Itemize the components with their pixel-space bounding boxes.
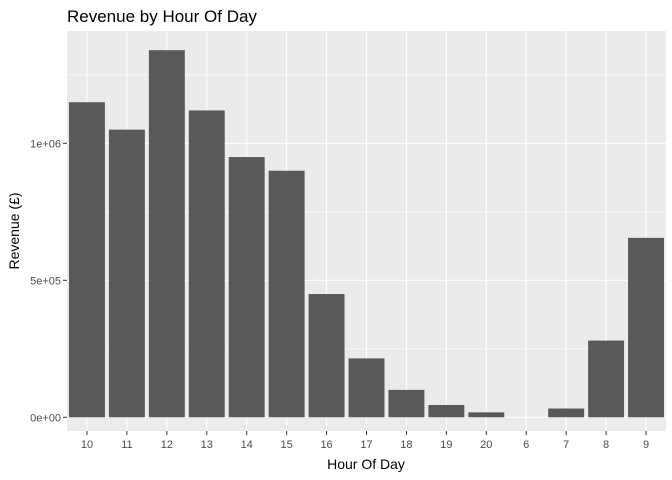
bar-18 <box>388 389 425 418</box>
y-tick-label: 0e+00 <box>30 412 61 424</box>
x-axis-title: Hour Of Day <box>327 456 405 472</box>
x-tick-label: 13 <box>201 439 213 451</box>
y-axis-title: Revenue (£) <box>6 192 22 269</box>
x-tick-label: 12 <box>161 439 173 451</box>
bar-11 <box>108 129 145 418</box>
x-tick-label: 7 <box>563 439 569 451</box>
x-tick-label: 6 <box>523 439 529 451</box>
x-tick-label: 9 <box>643 439 649 451</box>
x-tick-label: 15 <box>281 439 293 451</box>
y-tick-label: 1e+06 <box>30 138 61 150</box>
y-axis: 0e+00 5e+05 1e+06 <box>30 138 67 424</box>
bar-16 <box>308 294 345 418</box>
bar-9 <box>628 237 665 418</box>
bar-20 <box>468 412 505 418</box>
x-tick-label: 8 <box>603 439 609 451</box>
bars <box>68 50 665 418</box>
bar-7 <box>548 408 585 418</box>
bar-10 <box>68 102 105 418</box>
y-tick-label: 5e+05 <box>30 275 61 287</box>
x-tick-label: 10 <box>81 439 93 451</box>
bar-19 <box>428 404 465 418</box>
bar-15 <box>268 170 305 418</box>
x-tick-label: 14 <box>241 439 253 451</box>
bar-12 <box>148 50 185 418</box>
bar-8 <box>588 340 625 418</box>
x-tick-label: 19 <box>440 439 452 451</box>
x-tick-label: 11 <box>121 439 132 451</box>
x-tick-label: 17 <box>360 439 372 451</box>
bar-17 <box>348 358 385 418</box>
bar-14 <box>228 157 265 418</box>
x-tick-label: 20 <box>480 439 492 451</box>
bar-13 <box>188 110 225 418</box>
chart-title: Revenue by Hour Of Day <box>67 7 257 26</box>
x-axis: 10 11 12 13 14 15 16 17 18 19 20 6 7 8 9 <box>81 431 649 451</box>
x-tick-label: 18 <box>400 439 412 451</box>
x-tick-label: 16 <box>320 439 332 451</box>
